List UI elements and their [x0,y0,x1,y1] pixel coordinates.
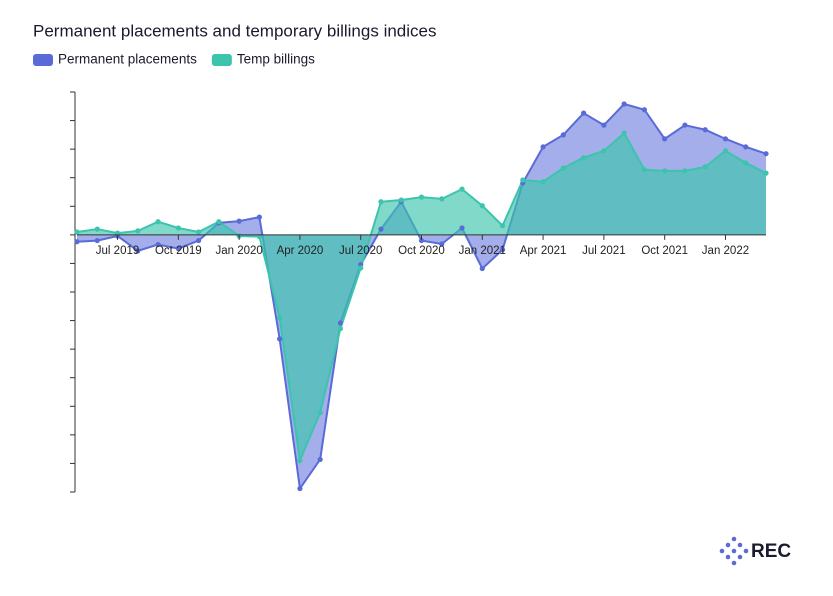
point [499,247,506,253]
point [641,107,648,113]
point [581,155,587,161]
point [743,160,749,166]
point [236,218,242,224]
point [722,136,729,142]
point [317,409,323,416]
legend-label: Permanent placements [58,52,197,67]
logo-text: REC [751,541,791,562]
point [418,194,425,200]
point [439,241,445,247]
point [297,457,303,464]
point [135,228,141,234]
point [540,144,546,150]
point [601,148,607,154]
point [337,320,344,326]
point [479,203,485,209]
point [682,122,688,128]
logo: REC [719,536,791,566]
chart-title: Permanent placements and temporary billi… [33,21,436,40]
area [77,133,766,461]
area [77,104,766,489]
point [297,485,303,492]
point [94,226,100,232]
x-tick-label: Jan 2022 [702,245,749,257]
x-tick-label: Jul 2021 [582,245,625,257]
point [722,148,729,154]
point [155,219,161,225]
point [743,144,749,150]
point [155,241,161,248]
point [560,132,566,138]
point [337,325,344,332]
point [439,196,445,202]
point [702,127,708,133]
point [763,170,769,176]
point [135,248,141,254]
point [418,237,425,244]
point [195,229,202,235]
point [520,177,526,183]
point [277,336,283,342]
point [540,179,546,185]
point [581,110,587,116]
point [74,229,80,235]
x-tick-label: Apr 2021 [520,245,567,257]
x-tick-label: Oct 2020 [398,245,445,257]
x-tick-label: Jan 2021 [459,245,506,257]
point [216,219,222,225]
legend-swatch [211,54,232,66]
point [175,225,181,231]
x-tick-label: Oct 2019 [155,245,202,257]
point [459,225,465,231]
point [74,239,80,245]
point [378,199,384,205]
x-tick-label: Jul 2020 [339,245,382,257]
point [702,164,708,170]
point [682,168,688,174]
point [621,101,627,107]
legend-label: Temp billings [237,52,315,67]
point [94,237,100,244]
point [662,136,668,142]
point [621,130,627,136]
point [763,151,769,157]
point [317,456,323,463]
x-tick-label: Apr 2020 [277,245,324,257]
point [662,168,668,174]
point [601,122,607,128]
point [560,165,566,171]
point [499,223,506,229]
x-tick-label: Oct 2021 [641,245,688,257]
point [378,226,384,232]
point [641,167,648,173]
point [479,265,485,272]
x-tick-label: Jan 2020 [215,245,262,257]
point [175,245,181,252]
point [358,265,364,271]
legend-swatch [33,54,53,66]
point [195,237,202,244]
point [256,214,262,220]
point [398,197,404,203]
point [277,315,283,321]
point [459,186,465,192]
x-tick-label: Jul 2019 [96,245,139,257]
